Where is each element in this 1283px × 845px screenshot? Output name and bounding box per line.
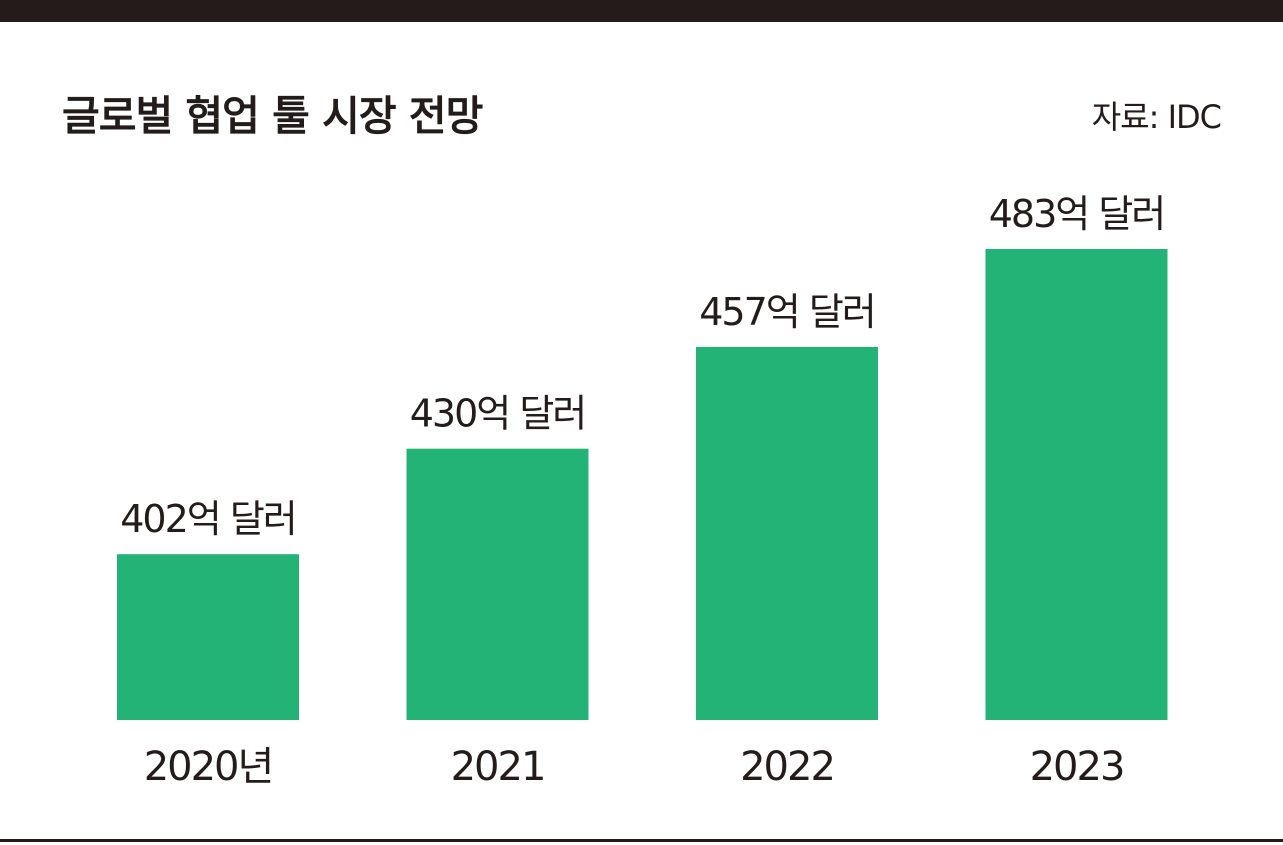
data-label: 402억 달러 [120, 497, 296, 541]
data-label: 430억 달러 [410, 392, 586, 436]
data-label: 483억 달러 [989, 192, 1165, 236]
bottom-frame-line [0, 839, 1283, 842]
x-tick-label: 2023 [1030, 744, 1124, 790]
x-tick-label: 2022 [740, 744, 834, 790]
data-label: 457억 달러 [699, 290, 875, 334]
x-tick-label: 2020년 [144, 744, 273, 790]
bar-2022 [696, 346, 878, 720]
bar-2020년 [117, 554, 299, 720]
bar-2021 [406, 448, 589, 720]
bar-2023 [985, 249, 1168, 720]
top-frame-bar [0, 0, 1283, 22]
x-tick-label: 2021 [451, 744, 545, 790]
chart-title: 글로벌 협업 툴 시장 전망 [62, 92, 483, 140]
source-note: 자료: IDC [1091, 98, 1222, 136]
